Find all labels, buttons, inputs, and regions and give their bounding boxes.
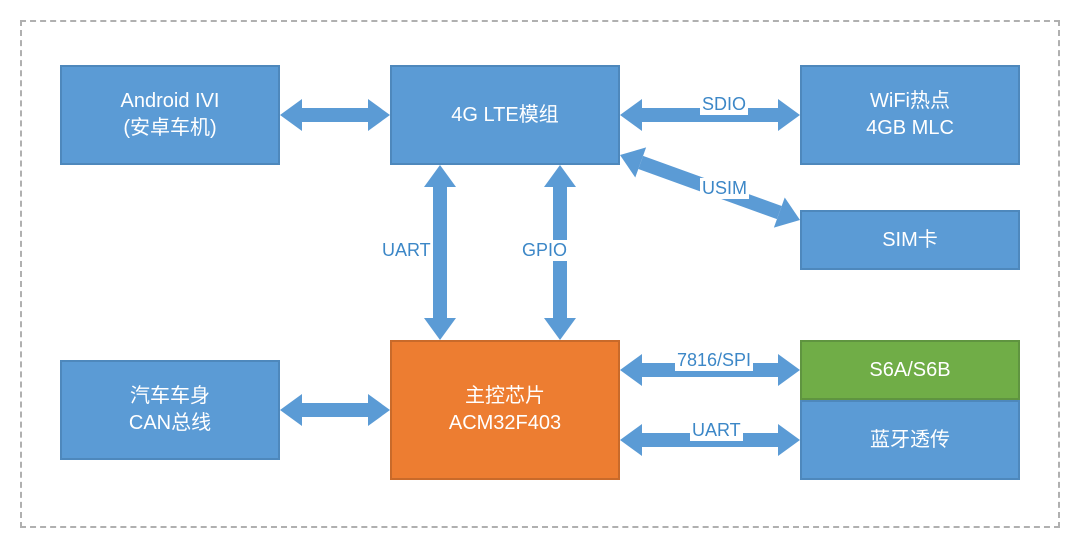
edge-label-uart: UART [380, 240, 433, 261]
edge-label-7816-spi: 7816/SPI [675, 350, 753, 371]
node-carcan-line: 汽车车身 [130, 383, 210, 410]
node-sim-line: SIM卡 [882, 227, 938, 254]
node-carcan: 汽车车身CAN总线 [60, 360, 280, 460]
edge-label-uart: UART [690, 420, 743, 441]
node-sim: SIM卡 [800, 210, 1020, 270]
node-carcan-line: CAN总线 [129, 410, 211, 437]
node-s6: S6A/S6B [800, 340, 1020, 400]
node-bt-line: 蓝牙透传 [870, 427, 950, 454]
node-mcu-line: 主控芯片 [465, 383, 545, 410]
edge-label-sdio: SDIO [700, 94, 748, 115]
node-lte: 4G LTE模组 [390, 65, 620, 165]
edge-label-gpio: GPIO [520, 240, 569, 261]
node-wifi-line: 4GB MLC [866, 115, 954, 142]
node-wifi: WiFi热点4GB MLC [800, 65, 1020, 165]
node-bt: 蓝牙透传 [800, 400, 1020, 480]
node-s6-line: S6A/S6B [869, 357, 950, 384]
node-android: Android IVI(安卓车机) [60, 65, 280, 165]
edge-label-usim: USIM [700, 178, 749, 199]
node-mcu: 主控芯片ACM32F403 [390, 340, 620, 480]
node-android-line: (安卓车机) [123, 115, 216, 142]
node-mcu-line: ACM32F403 [449, 410, 561, 437]
node-lte-line: 4G LTE模组 [451, 102, 558, 129]
node-wifi-line: WiFi热点 [870, 88, 950, 115]
node-android-line: Android IVI [121, 88, 220, 115]
